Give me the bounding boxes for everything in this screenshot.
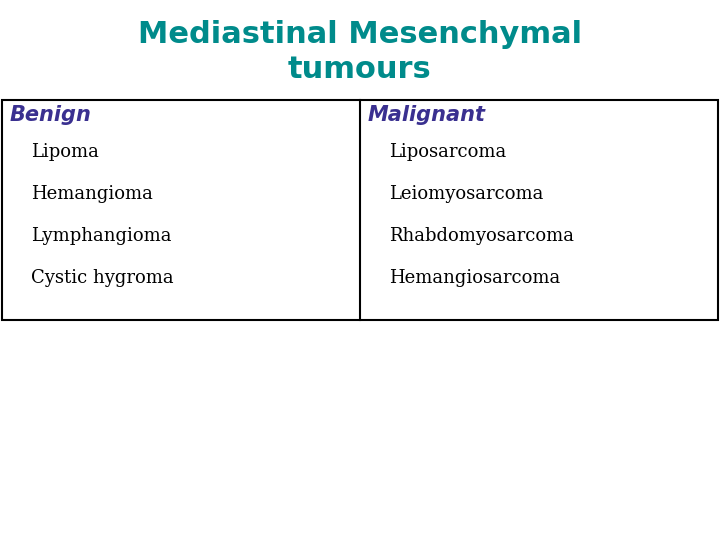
Text: Malignant: Malignant [367,105,485,125]
Text: Mediastinal Mesenchymal
tumours: Mediastinal Mesenchymal tumours [138,19,582,84]
Text: Liposarcoma: Liposarcoma [389,143,506,161]
Text: Hemangiosarcoma: Hemangiosarcoma [389,269,560,287]
Text: Rhabdomyosarcoma: Rhabdomyosarcoma [389,227,574,245]
Text: Lipoma: Lipoma [31,143,99,161]
Text: Cystic hygroma: Cystic hygroma [31,269,174,287]
Bar [2,100,718,320]
Text: Hemangioma: Hemangioma [31,185,153,203]
Text: Lymphangioma: Lymphangioma [31,227,171,245]
Text: Leiomyosarcoma: Leiomyosarcoma [389,185,543,203]
Text: Benign: Benign [9,105,91,125]
